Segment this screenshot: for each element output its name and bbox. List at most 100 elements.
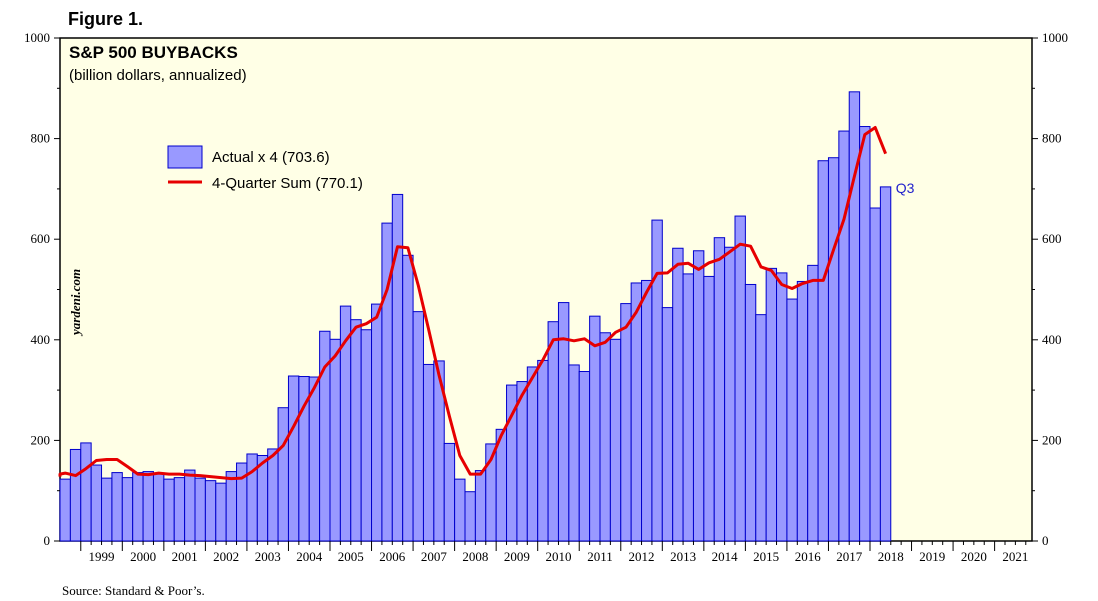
bar (807, 264, 819, 542)
bar (786, 298, 798, 542)
bar (620, 303, 632, 542)
y-tick-label-left: 200 (31, 432, 51, 447)
bar (163, 478, 175, 542)
bar (69, 448, 82, 542)
x-tick-label: 2018 (878, 549, 904, 564)
bar (859, 126, 871, 542)
chart-title: S&P 500 BUYBACKS (69, 43, 238, 62)
bar (59, 478, 71, 542)
bar (308, 376, 321, 542)
bar (173, 477, 186, 542)
bar (412, 311, 424, 542)
figure-label: Figure 1. (68, 9, 144, 29)
x-tick-label: 2014 (712, 549, 739, 564)
bar (101, 477, 113, 542)
bar (537, 359, 549, 542)
x-tick-label: 2012 (629, 549, 655, 564)
bar (194, 477, 206, 542)
x-tick-label: 2020 (961, 549, 987, 564)
bar (827, 157, 840, 542)
x-tick-label: 2003 (255, 549, 281, 564)
x-tick-label: 2009 (504, 549, 530, 564)
x-tick-label: 2004 (296, 549, 323, 564)
bar (641, 279, 653, 542)
bar (838, 130, 850, 542)
watermark: yardeni.com (68, 269, 83, 337)
bar (371, 303, 383, 542)
bar-series (59, 91, 892, 542)
y-tick-label-right: 200 (1042, 432, 1062, 447)
bar (184, 469, 196, 542)
bar (90, 464, 103, 542)
bar (755, 314, 767, 542)
x-tick-label: 2008 (462, 549, 488, 564)
line-series (58, 126, 887, 481)
legend: Actual x 4 (703.6) 4-Quarter Sum (770.1) (167, 145, 363, 192)
bar (692, 250, 705, 542)
y-tick-label-right: 400 (1042, 332, 1062, 347)
x-tick-label: 2017 (836, 549, 863, 564)
bar (256, 454, 269, 542)
bar (80, 442, 92, 542)
x-tick-label: 2001 (172, 549, 198, 564)
y-tick-label-left: 0 (44, 533, 51, 548)
axes: 0 0 200 200 400 400 600 600 800 800 1000 1000 1999 20… (24, 30, 1068, 564)
bar (443, 442, 456, 542)
x-tick-label: 2007 (421, 549, 448, 564)
bar (765, 267, 778, 542)
bar (713, 237, 726, 542)
four-quarter-sum-line (58, 126, 887, 481)
bar (869, 207, 881, 542)
bar (111, 472, 123, 542)
bar (464, 491, 476, 542)
x-tick-label: 2002 (213, 549, 239, 564)
bar (402, 254, 414, 542)
bar (454, 478, 466, 542)
y-tick-label-left: 400 (31, 332, 51, 347)
y-tick-label-right: 600 (1042, 231, 1062, 246)
bar (682, 273, 694, 542)
bar (142, 471, 154, 542)
bar (360, 329, 373, 542)
bar (578, 370, 591, 542)
y-tick-label-right: 0 (1042, 533, 1049, 548)
y-tick-label-right: 1000 (1042, 30, 1068, 45)
bar (599, 332, 611, 542)
y-tick-label-left: 1000 (24, 30, 50, 45)
bar (547, 321, 559, 542)
x-tick-label: 2010 (545, 549, 571, 564)
x-tick-label: 2000 (130, 549, 156, 564)
last-bar-label: Q3 (896, 180, 915, 196)
bar (287, 375, 300, 542)
source-note: Source: Standard & Poor’s. (62, 583, 205, 598)
bar (152, 473, 165, 542)
x-tick-label: 2013 (670, 549, 696, 564)
bar (661, 307, 674, 542)
bar (879, 186, 892, 542)
bar (121, 477, 134, 542)
bar (267, 448, 279, 542)
x-tick-label: 2015 (753, 549, 779, 564)
chart-subtitle: (billion dollars, annualized) (69, 67, 247, 84)
x-tick-label: 1999 (89, 549, 115, 564)
bar (609, 338, 622, 542)
bar (215, 482, 227, 542)
bar (277, 407, 289, 542)
y-tick-label-left: 600 (31, 231, 51, 246)
bar (204, 480, 217, 542)
x-tick-label: 2019 (919, 549, 945, 564)
bar (724, 246, 736, 542)
bar (474, 470, 487, 542)
bar (703, 275, 715, 542)
bar (796, 280, 809, 542)
legend-line-label: 4-Quarter Sum (770.1) (212, 175, 363, 192)
bar (744, 283, 757, 542)
bar (132, 472, 144, 542)
bar (526, 366, 539, 542)
bar (817, 160, 829, 542)
bar (329, 338, 341, 542)
x-tick-label: 2006 (379, 549, 406, 564)
bar (225, 471, 238, 542)
bar (734, 215, 746, 542)
